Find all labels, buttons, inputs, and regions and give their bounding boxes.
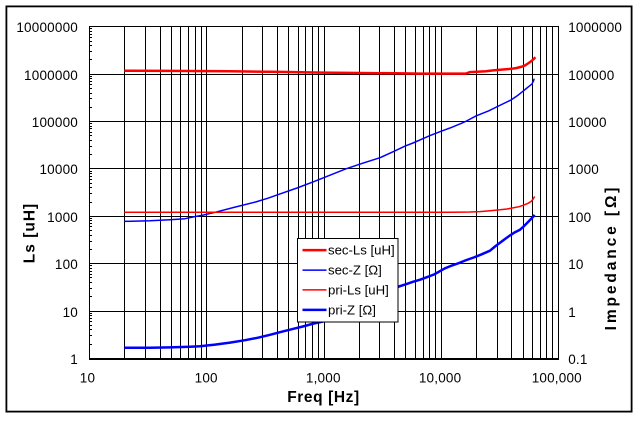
svg-text:10000: 10000 <box>568 115 607 130</box>
svg-text:1000000: 1000000 <box>24 68 78 83</box>
svg-text:100: 100 <box>195 370 218 385</box>
svg-text:Freq [Hz]: Freq [Hz] <box>287 389 360 406</box>
svg-text:1: 1 <box>70 352 78 367</box>
svg-text:0.1: 0.1 <box>568 352 587 367</box>
svg-text:sec-Z [Ω]: sec-Z [Ω] <box>328 263 382 278</box>
svg-text:100,000: 100,000 <box>532 370 582 385</box>
svg-text:100000: 100000 <box>568 68 614 83</box>
svg-text:10000: 10000 <box>39 162 78 177</box>
svg-text:1000: 1000 <box>568 162 599 177</box>
svg-text:pri-Z [Ω]: pri-Z [Ω] <box>328 303 376 318</box>
svg-text:10: 10 <box>568 257 583 272</box>
svg-text:10,000: 10,000 <box>419 370 462 385</box>
svg-text:100: 100 <box>568 210 591 225</box>
svg-text:10: 10 <box>80 370 95 385</box>
svg-text:pri-Ls [uH]: pri-Ls [uH] <box>328 283 389 298</box>
svg-text:1000: 1000 <box>47 210 78 225</box>
svg-text:Ls [uH]: Ls [uH] <box>22 203 39 263</box>
svg-text:1: 1 <box>568 305 576 320</box>
svg-text:10000000: 10000000 <box>16 20 78 35</box>
svg-text:10: 10 <box>63 305 78 320</box>
svg-text:1,000: 1,000 <box>306 370 341 385</box>
svg-text:100000: 100000 <box>32 115 78 130</box>
svg-text:100: 100 <box>55 257 78 272</box>
svg-text:1000000: 1000000 <box>568 20 622 35</box>
svg-text:sec-Ls [uH]: sec-Ls [uH] <box>328 243 395 258</box>
svg-text:Impedance [Ω]: Impedance [Ω] <box>603 185 620 331</box>
